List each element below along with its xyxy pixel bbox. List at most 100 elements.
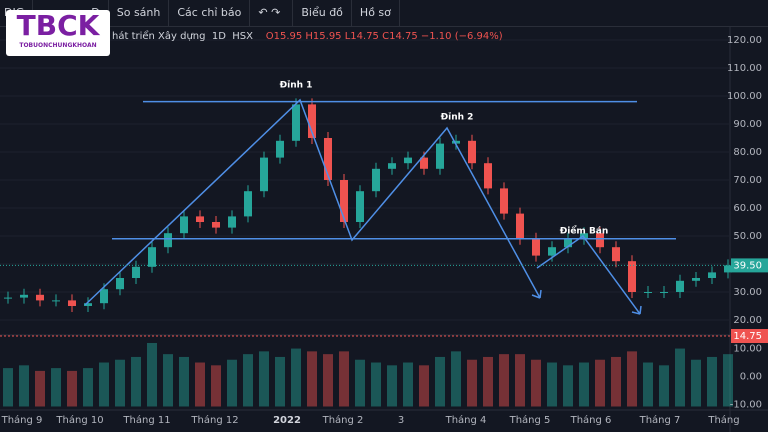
candle [132,266,140,278]
toolbar-item[interactable]: So sánh [109,0,170,26]
candle [164,233,172,248]
toolbar-item[interactable]: Các chỉ báo [169,0,251,26]
volume-tick-label: 0.00 [740,371,762,382]
candle [84,303,92,306]
candle [404,157,412,164]
volume-bar [595,359,605,407]
logo-subtitle: TOBUONCHUNGKHOAN [19,42,97,49]
logo: TBCK TOBUONCHUNGKHOAN [6,10,110,56]
volume-bar [115,359,125,407]
volume-bar [179,356,189,407]
volume-tick-label: 10.00 [733,344,762,355]
x-tick-label: Tháng 4 [445,414,487,426]
legend-ohlc: O15.95 H15.95 L14.75 C14.75 −1.10 (−6.94… [265,31,503,42]
candle [612,247,620,262]
y-tick-label: 80.00 [733,147,762,158]
drawings [84,98,642,315]
logo-title: TBCK [16,9,100,42]
volume-bar [227,359,237,407]
price-tag-label: 39.50 [733,260,762,271]
volume-bar [99,362,109,407]
legend-exchange: HSX [232,31,253,42]
volume-bar [403,362,413,407]
toolbar-item[interactable]: ↶ ↷ [250,0,294,26]
candle [244,191,252,217]
candle [468,140,476,164]
volume-bar [435,356,445,407]
y-tick-label: 50.00 [733,231,762,242]
x-tick-label: Tháng 12 [190,414,238,426]
candle [500,188,508,214]
volume-bar [259,351,269,407]
x-tick-label: Tháng 7 [639,414,681,426]
candle [676,280,684,292]
volume-bar [355,359,365,407]
legend-name: hát triển Xây dựng [112,31,206,42]
y-tick-label: 90.00 [733,119,762,130]
volume-bar [515,354,525,407]
x-tick-label: Tháng [707,414,739,426]
volume-tag-label: 14.75 [733,331,762,342]
candle [52,300,60,302]
volume-bar [19,365,29,407]
volume-bar [275,356,285,407]
y-tick-label: 70.00 [733,175,762,186]
volume-bar [83,368,93,407]
candle [292,104,300,141]
candle [420,157,428,169]
volume-bar [243,354,253,407]
candle [484,163,492,189]
candle [532,238,540,256]
candle [388,163,396,169]
y-tick-label: 20.00 [733,315,762,326]
candle [20,294,28,298]
toolbar-item[interactable]: Biểu đồ [293,0,352,26]
annotation: Đỉnh 1 [280,80,313,91]
volume-bar [467,359,477,407]
volume-bar [291,348,301,407]
candle [36,294,44,301]
x-tick-label: Tháng 9 [1,414,43,426]
volume-bar [643,362,653,407]
candle [628,261,636,292]
volume-bar [419,365,429,407]
candle [516,213,524,239]
arrow-heads [531,289,642,315]
x-tick-label: Tháng 6 [570,414,612,426]
y-tick-label: 100.00 [727,91,762,102]
candle [100,289,108,304]
candle [180,216,188,234]
volume-bar [307,351,317,407]
volume-bar [51,368,61,407]
candle [324,138,332,180]
candle [148,247,156,267]
candle [276,140,284,158]
candle [196,216,204,222]
x-tick-label: 3 [398,415,404,426]
volume-bar [211,365,221,407]
candle [340,180,348,222]
volume-bar [659,365,669,407]
volume-bar [195,362,205,407]
candle [372,168,380,192]
candle [580,233,588,239]
marks [0,39,733,407]
candle [660,292,668,293]
volume-bar [547,362,557,407]
volume-bar [3,368,13,407]
annotation: Đỉnh 2 [441,112,474,123]
candle [708,272,716,278]
volume-bar [611,356,621,407]
volume-bar [483,356,493,407]
volume-tick-label: -10.00 [730,399,762,410]
x-tick-label: Tháng 10 [55,414,103,426]
y-tick-label: 60.00 [733,203,762,214]
y-tick-label: 110.00 [727,63,762,74]
y-tick-label: 120.00 [727,35,762,46]
annotation: Điểm Bán [560,225,609,237]
volume-bar [35,370,45,407]
volume-bar [131,356,141,407]
candle [4,297,12,299]
toolbar-item[interactable]: Hồ sơ [352,0,400,26]
